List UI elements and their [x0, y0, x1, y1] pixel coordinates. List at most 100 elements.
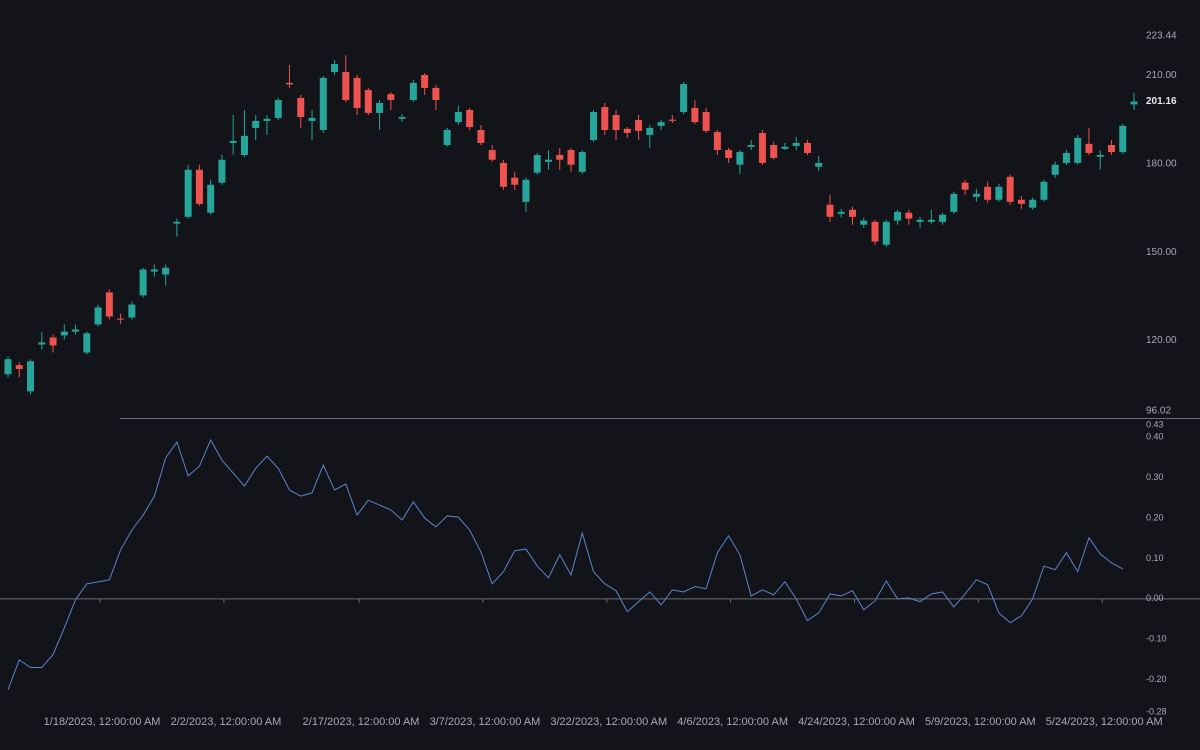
candle-body: [218, 159, 226, 183]
candle-body: [117, 318, 125, 320]
candle-body: [1085, 143, 1093, 153]
candle-body: [871, 221, 879, 242]
candle-body: [263, 118, 271, 121]
candle-body: [1062, 152, 1070, 163]
x-tick-label: 4/24/2023, 12:00:00 AM: [798, 716, 915, 728]
candle-body: [331, 64, 339, 73]
candle-body: [972, 193, 980, 197]
candle-body: [139, 269, 147, 296]
x-tick-label: 2/17/2023, 12:00:00 AM: [303, 716, 420, 728]
candle-body: [72, 329, 80, 332]
candle-body: [803, 142, 811, 153]
candle-body: [995, 186, 1003, 200]
candle-body: [590, 112, 598, 141]
x-tick-label: 2/2/2023, 12:00:00 AM: [171, 716, 282, 728]
candle-body: [308, 117, 316, 121]
candle-body: [162, 267, 170, 275]
candle-body: [984, 186, 992, 200]
candle-body: [286, 82, 293, 85]
y-tick-label: -0.10: [1146, 634, 1167, 644]
candle-body: [477, 130, 485, 143]
candle-body: [1051, 164, 1059, 175]
candle-body: [443, 130, 451, 146]
candle-body: [691, 107, 699, 123]
candle-body: [342, 72, 350, 100]
y-tick-label: 120.00: [1146, 335, 1177, 346]
candle-body: [747, 145, 755, 147]
candle-body: [15, 365, 23, 369]
candle-body: [1029, 199, 1037, 208]
candle-body: [612, 114, 620, 131]
candle-body: [680, 84, 688, 113]
x-tick-label: 1/18/2023, 12:00:00 AM: [44, 716, 161, 728]
candle-body: [387, 94, 395, 100]
candle-body: [635, 119, 643, 131]
candle-body: [229, 140, 237, 143]
x-tick-label: 4/6/2023, 12:00:00 AM: [677, 716, 788, 728]
candle-body: [905, 212, 913, 219]
indicator-line: [7, 438, 1123, 690]
candle-body: [927, 219, 935, 222]
candle-body: [792, 142, 800, 146]
candle-body: [522, 179, 530, 202]
candle-body: [195, 169, 203, 204]
candle-body: [725, 150, 733, 158]
y-tick-label: 0.43: [1146, 419, 1164, 429]
candle-body: [1107, 145, 1115, 153]
candle-body: [1017, 199, 1025, 204]
candle-body: [1006, 176, 1014, 202]
candle-body: [207, 184, 215, 213]
candle-body: [713, 132, 721, 151]
candle-body: [961, 182, 969, 190]
candle-body: [1040, 181, 1048, 200]
candle-body: [578, 152, 586, 172]
candle-body: [736, 152, 744, 165]
candle-body: [421, 74, 429, 88]
candle-body: [623, 128, 631, 133]
candle-body: [466, 109, 474, 128]
last-price-label: 201.16: [1146, 96, 1177, 107]
candle-body: [533, 155, 541, 173]
candle-body: [882, 221, 890, 245]
y-tick-label: 180.00: [1146, 158, 1177, 169]
candle-body: [567, 150, 575, 165]
candle-body: [150, 269, 158, 272]
candle-body: [1130, 101, 1138, 105]
candle-body: [1096, 155, 1104, 157]
candle-body: [240, 135, 248, 156]
candle-body: [1119, 125, 1127, 153]
y-tick-label: 0.10: [1146, 553, 1164, 563]
candle-body: [128, 304, 136, 318]
candle-body: [274, 99, 282, 118]
candle-body: [38, 342, 46, 345]
candle-body: [184, 169, 192, 217]
candle-body: [94, 307, 102, 325]
candle-body: [252, 120, 260, 128]
x-tick-label: 5/9/2023, 12:00:00 AM: [925, 716, 1036, 728]
x-tick-label: 3/22/2023, 12:00:00 AM: [550, 716, 667, 728]
candle-body: [27, 361, 35, 392]
candle-body: [105, 292, 113, 317]
candle-body: [770, 145, 778, 158]
candle-body: [849, 209, 856, 217]
candle-body: [83, 333, 91, 353]
y-tick-label: -0.28: [1146, 706, 1167, 716]
candle-body: [939, 214, 947, 222]
candle-body: [1074, 137, 1082, 163]
candle-body: [511, 177, 519, 185]
candle-body: [657, 122, 665, 126]
candle-body: [916, 219, 924, 222]
candle-body: [758, 132, 766, 163]
y-tick-label: 223.44: [1146, 31, 1177, 42]
candle-body: [319, 77, 327, 131]
y-tick-label: 0.20: [1146, 512, 1164, 522]
y-tick-label: 0.00: [1146, 593, 1164, 603]
candle-body: [409, 82, 417, 100]
candle-body: [173, 221, 181, 224]
y-tick-label: 0.40: [1146, 432, 1164, 442]
candle-body: [826, 204, 834, 217]
y-tick-label: 210.00: [1146, 70, 1177, 81]
candle-body: [815, 162, 823, 167]
